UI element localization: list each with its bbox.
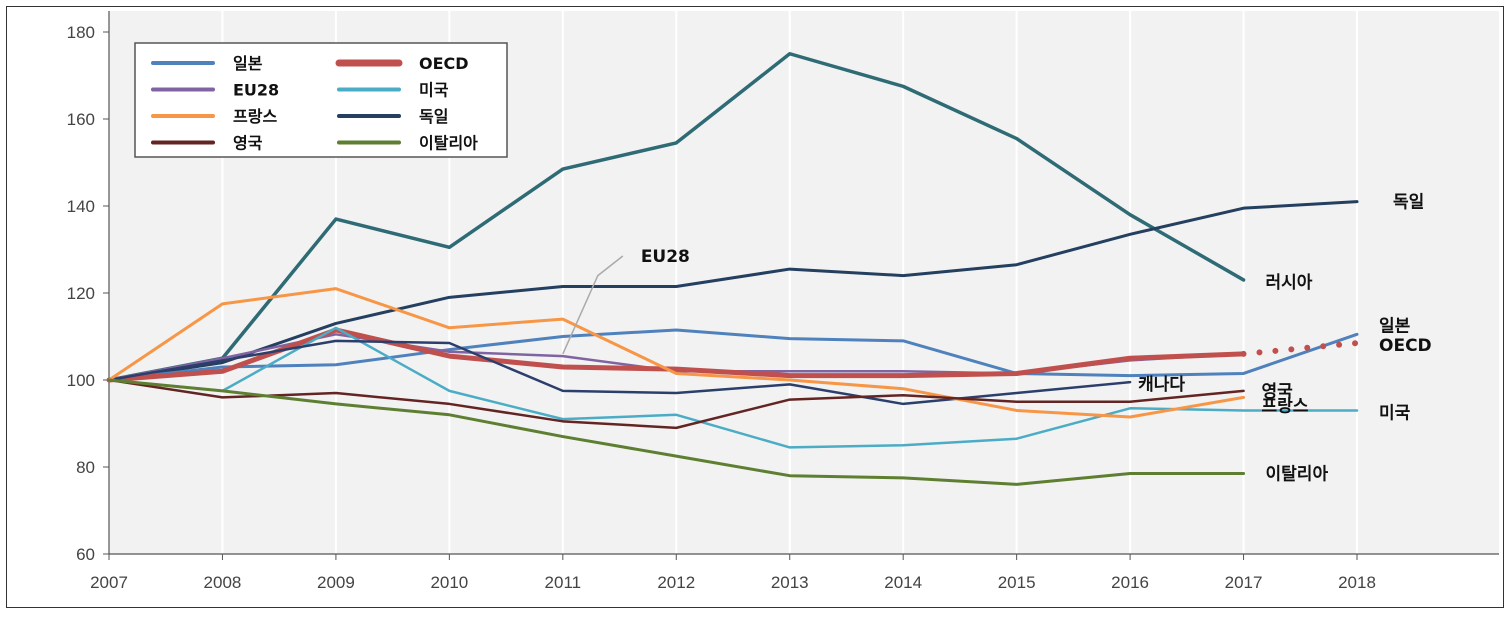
series-label-oecd: OECD — [1379, 336, 1432, 356]
series-layer — [106, 52, 1360, 486]
series-line-oecd — [106, 327, 1247, 383]
x-tick-label-2011: 2011 — [545, 573, 582, 592]
series-line-미국 — [107, 326, 1359, 449]
annotation-leader-0 — [562, 255, 624, 355]
series-line-러시아 — [107, 52, 1246, 382]
y-tick-label-140: 140 — [67, 197, 95, 216]
line-chart: 2007 2008 2009 2010 2011 2012 2013 2014 2015 2016… — [67, 11, 1499, 592]
legend-label-미국: 미국 — [419, 81, 449, 100]
y-tick-label-100: 100 — [67, 371, 95, 390]
series-label-미국: 미국 — [1379, 403, 1411, 423]
x-tick-label-2013: 2013 — [771, 573, 809, 592]
series-line-일본 — [107, 328, 1359, 382]
x-tick-label-2009: 2009 — [317, 573, 355, 592]
series-line-영국 — [107, 378, 1245, 430]
y-tick-label-180: 180 — [67, 23, 95, 42]
series-line-프랑스 — [107, 287, 1246, 419]
series-label-일본: 일본 — [1379, 316, 1411, 336]
legend-label-oecd: OECD — [419, 54, 469, 73]
y-tick-label-60: 60 — [76, 545, 95, 564]
series-label-이탈리아: 이탈리아 — [1266, 464, 1329, 485]
series-projection-oecd — [1240, 340, 1360, 357]
series-line-독일 — [107, 200, 1359, 382]
x-tick-label-2007: 2007 — [90, 573, 128, 592]
x-tick-label-2010: 2010 — [430, 573, 468, 592]
annotations: EU28 — [562, 247, 690, 355]
series-label-러시아: 러시아 — [1266, 273, 1313, 293]
x-tick-label-2017: 2017 — [1225, 573, 1263, 592]
axes: 2007 2008 2009 2010 2011 2012 2013 2014 2015 2016… — [67, 11, 1499, 592]
annotation-label-eu28: EU28 — [641, 247, 690, 267]
series-label-캐나다: 캐나다 — [1138, 375, 1185, 395]
y-tick-label-160: 160 — [67, 110, 95, 129]
series-label-영국: 영국 — [1262, 382, 1294, 402]
x-tick-label-2014: 2014 — [884, 573, 922, 592]
y-tick-label-80: 80 — [76, 458, 95, 477]
x-tick-label-2018: 2018 — [1338, 573, 1376, 592]
x-tick-label-2015: 2015 — [998, 573, 1036, 592]
legend-label-eu28: EU28 — [233, 81, 279, 100]
legend-label-이탈리아: 이탈리아 — [419, 134, 478, 153]
x-tick-label-2016: 2016 — [1111, 573, 1149, 592]
legend-label-일본: 일본 — [233, 54, 263, 73]
chart-frame: 2007 2008 2009 2010 2011 2012 2013 2014 2015 2016… — [6, 6, 1504, 608]
series-label-프랑스: 프랑스 — [1262, 396, 1309, 416]
y-tick-label-120: 120 — [67, 284, 95, 303]
x-tick-label-2012: 2012 — [657, 573, 695, 592]
x-tick-label-2008: 2008 — [204, 573, 242, 592]
series-label-독일: 독일 — [1393, 193, 1424, 213]
legend-label-프랑스: 프랑스 — [233, 107, 277, 126]
series-line-이탈리아 — [107, 378, 1246, 486]
legend-label-영국: 영국 — [233, 134, 263, 153]
legend-label-독일: 독일 — [419, 107, 448, 126]
